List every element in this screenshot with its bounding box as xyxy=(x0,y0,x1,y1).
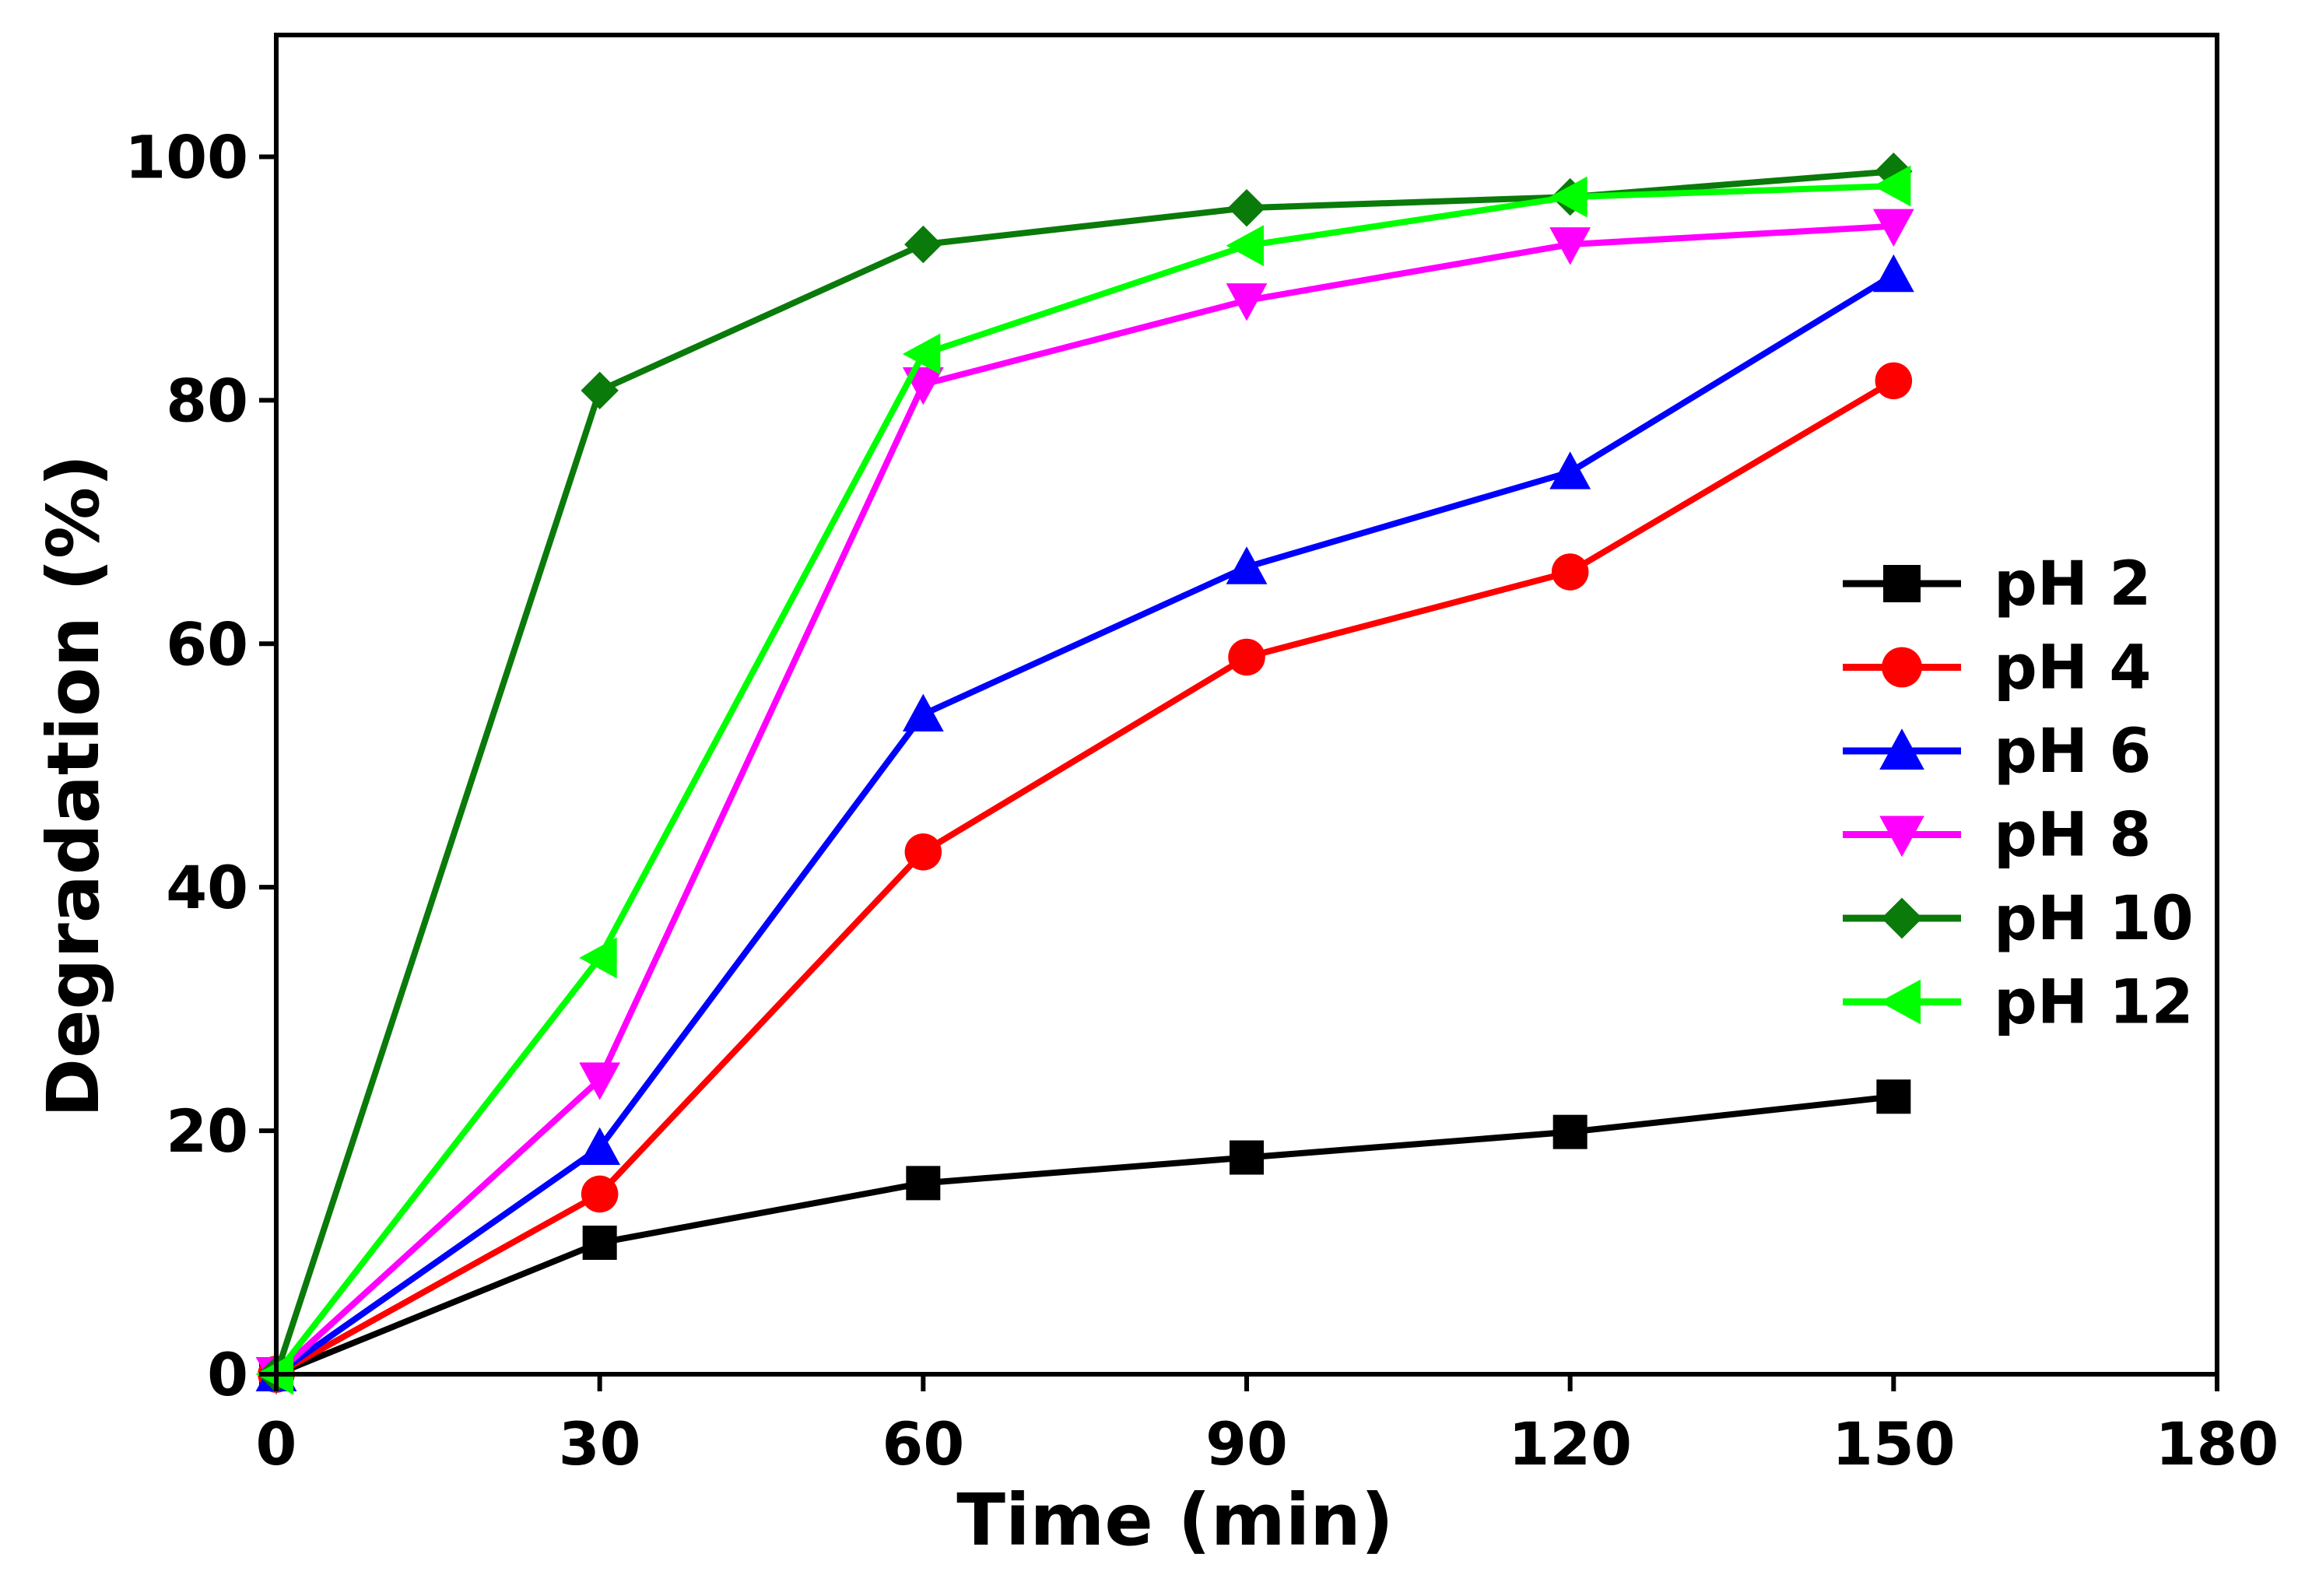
series-ph-10 xyxy=(257,153,1913,1394)
x-axis-title: Time (min) xyxy=(956,1478,1394,1562)
data-point xyxy=(1226,283,1268,321)
series-ph-6 xyxy=(255,254,1914,1391)
legend-label: pH 12 xyxy=(1994,968,2194,1038)
data-point xyxy=(1552,1114,1588,1149)
axes-layer: 0 30 60 90 120 150 180 0 20 40 60 80 100 xyxy=(125,122,2279,1478)
series-line xyxy=(275,1093,1894,1377)
legend-item: pH 2 xyxy=(1843,549,2152,619)
series-ph-4 xyxy=(258,362,1913,1393)
legend-marker xyxy=(1883,565,1921,602)
legend-label: pH 8 xyxy=(1994,801,2152,871)
legend-label: pH 4 xyxy=(1994,633,2152,703)
data-point xyxy=(1549,176,1588,218)
data-point xyxy=(581,1175,619,1213)
data-point xyxy=(579,1127,621,1165)
series-line xyxy=(275,377,1896,1377)
data-point xyxy=(582,1226,617,1261)
y-tick-label: 20 xyxy=(166,1096,248,1166)
legend-marker xyxy=(1881,897,1923,939)
legend-marker xyxy=(1882,647,1922,688)
data-point xyxy=(1230,1140,1264,1175)
x-tick-label: 90 xyxy=(1205,1409,1288,1478)
legend-item: pH 10 xyxy=(1843,884,2194,954)
legend-item: pH 12 xyxy=(1843,968,2194,1038)
series-ph-2 xyxy=(259,1079,1911,1391)
data-point xyxy=(1228,638,1265,676)
data-point xyxy=(902,693,944,732)
data-point xyxy=(581,371,619,410)
series-line xyxy=(274,223,1894,1377)
data-point xyxy=(1872,165,1911,207)
y-tick-label: 60 xyxy=(166,609,248,679)
x-tick-label: 30 xyxy=(559,1409,641,1478)
data-point xyxy=(1226,546,1268,584)
x-tick-label: 120 xyxy=(1508,1409,1632,1478)
data-point xyxy=(1226,225,1264,267)
data-point xyxy=(579,937,617,979)
legend-marker xyxy=(1879,816,1924,858)
data-point xyxy=(1227,188,1266,227)
data-point xyxy=(904,225,942,264)
data-point xyxy=(1872,209,1914,247)
y-tick-label: 0 xyxy=(207,1340,248,1409)
series-line xyxy=(274,272,1896,1377)
data-point xyxy=(904,833,942,871)
y-tick-label: 40 xyxy=(166,853,248,922)
legend-item: pH 8 xyxy=(1843,801,2152,871)
y-tick-label: 80 xyxy=(166,366,248,435)
legend-label: pH 2 xyxy=(1994,549,2152,619)
legend: pH 2 pH 4 pH 6 pH 8 pH 10 pH 12 xyxy=(1843,549,2194,1038)
x-tick-label: 0 xyxy=(256,1409,297,1478)
data-point xyxy=(1875,362,1913,400)
y-tick-label: 100 xyxy=(125,122,248,191)
x-tick-label: 60 xyxy=(882,1409,964,1478)
data-point xyxy=(1876,1079,1911,1114)
legend-item: pH 6 xyxy=(1843,717,2152,787)
x-tick-label: 180 xyxy=(2156,1409,2279,1478)
series-line xyxy=(273,168,1894,1376)
data-point xyxy=(906,1166,941,1201)
legend-item: pH 4 xyxy=(1843,633,2152,703)
data-point xyxy=(1549,227,1591,265)
legend-marker xyxy=(1879,979,1921,1025)
data-point xyxy=(1549,451,1591,489)
data-point xyxy=(1872,254,1914,293)
data-point xyxy=(579,1062,621,1100)
series-line xyxy=(273,183,1894,1377)
y-axis-title: Degradation (%) xyxy=(32,454,115,1118)
legend-marker xyxy=(1879,728,1924,770)
series-ph-12 xyxy=(255,165,1911,1395)
data-point xyxy=(902,333,941,375)
x-tick-label: 150 xyxy=(1832,1409,1956,1478)
legend-label: pH 6 xyxy=(1994,717,2152,787)
series-layer xyxy=(255,153,1914,1395)
legend-label: pH 10 xyxy=(1994,884,2194,954)
data-point xyxy=(1551,553,1589,591)
